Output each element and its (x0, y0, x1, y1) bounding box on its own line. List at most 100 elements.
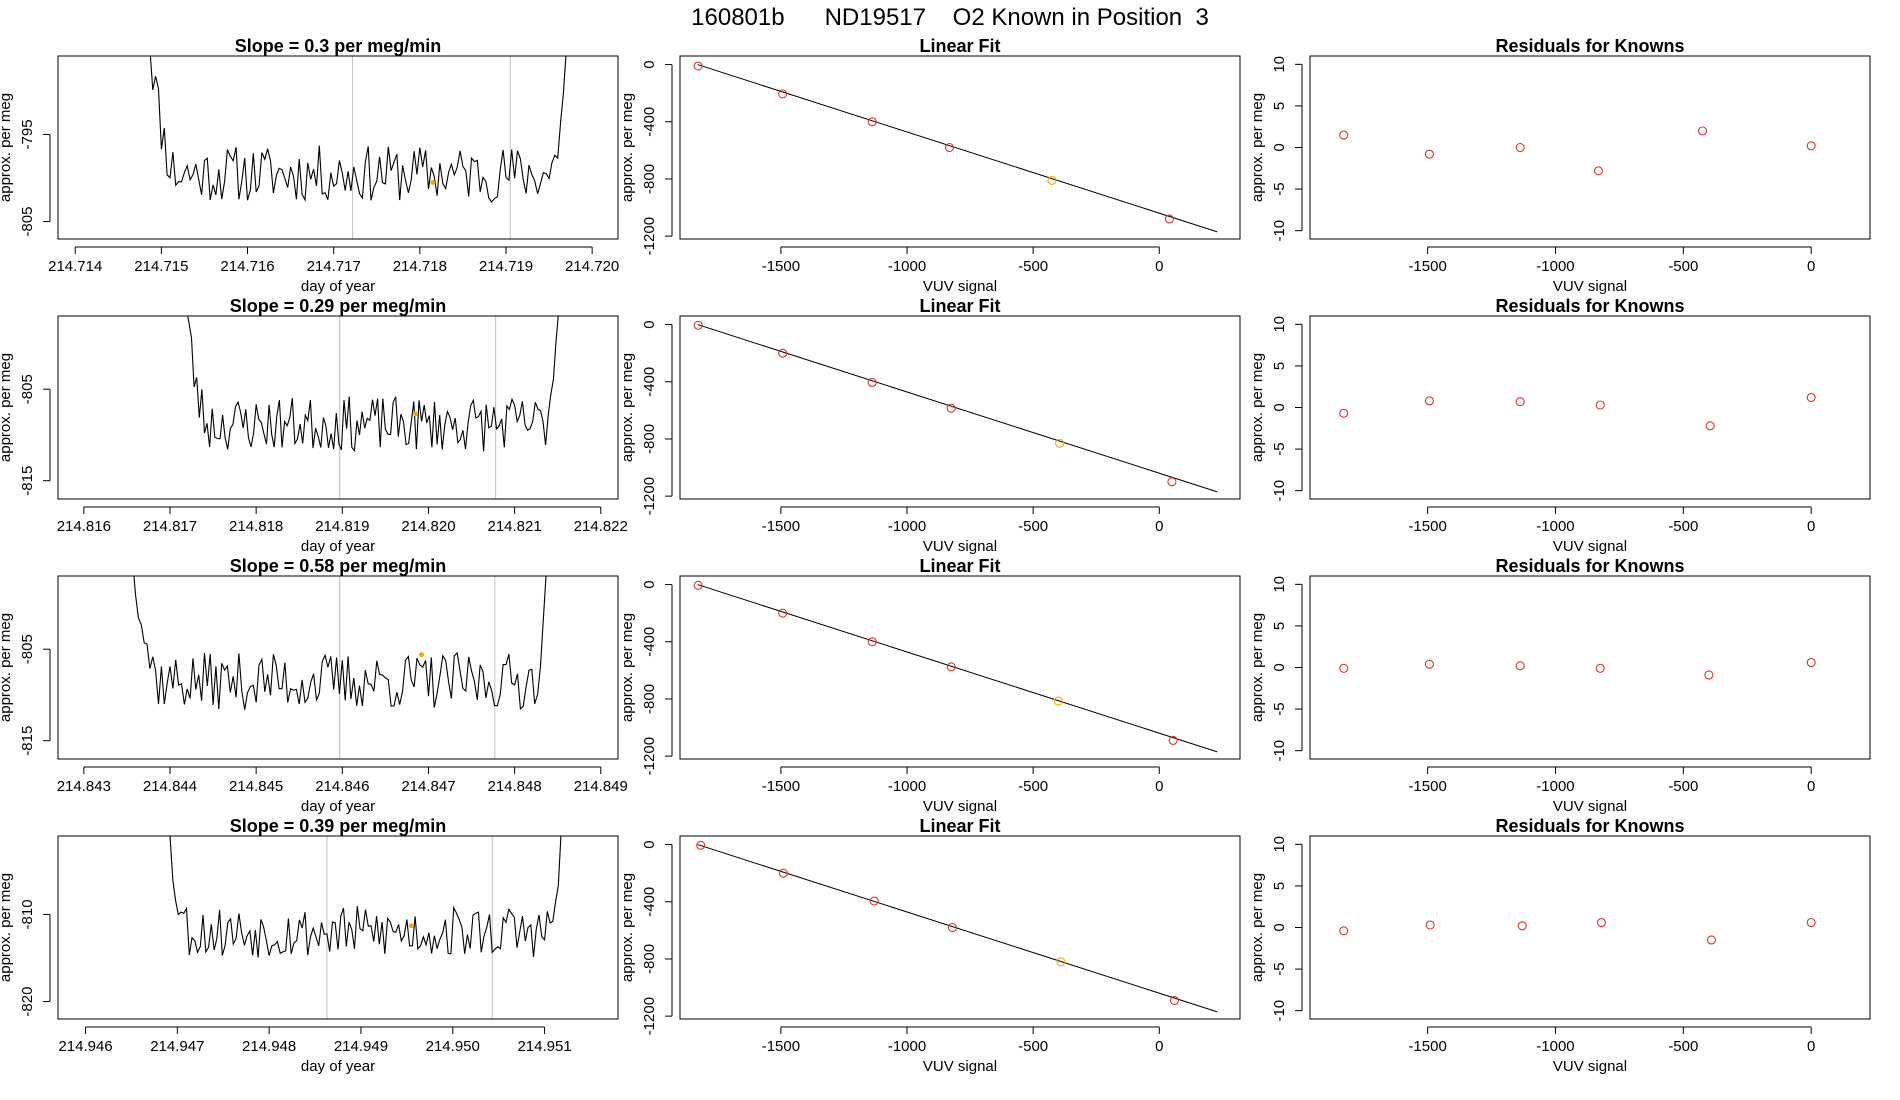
x-tick-label: -1500 (762, 518, 800, 535)
y-tick-label: 0 (1271, 923, 1288, 931)
data-trace (133, 576, 547, 710)
plot-frame (57, 835, 619, 1020)
panel-3-1: Slope = 0.58 per meg/min 214.843 214.844 21… (0, 556, 628, 815)
data-point (1595, 400, 1605, 410)
y-tick-label: 0 (1271, 663, 1288, 671)
x-tick-label: 0 (1155, 518, 1163, 535)
panel-4-3: Residuals for Knowns -1500 -1000 -500 0 VUV s… (1249, 816, 1871, 1075)
x-tick-label: 214.719 (479, 258, 533, 275)
y-tick-label: -805 (19, 634, 36, 664)
data-point (778, 348, 788, 358)
x-tick-label: -500 (1018, 778, 1048, 795)
data-point (778, 608, 788, 618)
plot-frame (57, 55, 619, 240)
y-axis-label: approx. per meg (1249, 93, 1266, 202)
plot-area (133, 576, 547, 759)
y-tick-label: 0 (641, 840, 658, 848)
plot-frame (1309, 55, 1871, 240)
y-axis-label: approx. per meg (0, 93, 14, 202)
y-tick-label: -5 (1271, 962, 1288, 975)
data-point (1806, 141, 1816, 151)
x-tick-label: 0 (1807, 258, 1815, 275)
x-tick-label: -1000 (1536, 518, 1574, 535)
plot-frame (679, 315, 1241, 500)
y-tick-label: -400 (641, 887, 658, 917)
y-axis-label: approx. per meg (619, 613, 636, 722)
panel-1-3: Residuals for Knowns -1500 -1000 -500 0 VUV s… (1249, 36, 1871, 295)
x-tick-label: 214.818 (229, 518, 283, 535)
y-tick-label: -815 (19, 466, 36, 496)
data-trace (149, 56, 567, 203)
data-point (1806, 392, 1816, 403)
data-point (778, 89, 788, 99)
panel-title: Residuals for Knowns (1495, 36, 1684, 56)
x-tick-label: -500 (1668, 258, 1698, 275)
plot-area (1339, 657, 1816, 680)
x-axis-label: VUV signal (923, 1058, 997, 1075)
x-tick-label: 214.949 (334, 1038, 388, 1055)
data-point (1806, 657, 1816, 668)
y-tick-label: -800 (641, 424, 658, 454)
y-tick-label: -1200 (641, 477, 658, 515)
y-axis-label: approx. per meg (619, 353, 636, 462)
y-axis-label: approx. per meg (0, 353, 14, 462)
x-axis-label: VUV signal (1553, 278, 1627, 295)
x-tick-label: 214.849 (574, 778, 628, 795)
plot-frame (679, 575, 1241, 760)
panel-title: Residuals for Knowns (1495, 816, 1684, 836)
y-axis-label: approx. per meg (619, 873, 636, 982)
data-point (1593, 166, 1603, 176)
data-point (1047, 175, 1057, 185)
y-tick-label: 10 (1271, 56, 1288, 73)
x-tick-label: 214.817 (143, 518, 197, 535)
data-point (693, 61, 703, 71)
fit-line (697, 64, 1218, 233)
data-point (1053, 696, 1063, 706)
x-tick-label: 214.717 (307, 258, 361, 275)
y-tick-label: 0 (641, 60, 658, 68)
data-point (693, 580, 703, 590)
data-point (867, 117, 877, 127)
y-tick-label: 0 (1271, 403, 1288, 411)
x-tick-label: -1000 (1536, 258, 1574, 275)
x-tick-label: -1500 (762, 778, 800, 795)
x-tick-label: 214.950 (426, 1038, 480, 1055)
plot-area (696, 840, 1218, 1013)
panel-1-1: Slope = 0.3 per meg/min 214.714 214.715 214… (0, 36, 619, 295)
y-axis-label: approx. per meg (1249, 613, 1266, 722)
data-point (1515, 661, 1525, 671)
y-tick-label: -400 (641, 627, 658, 657)
data-point (1424, 659, 1434, 669)
x-tick-label: 214.951 (517, 1038, 571, 1055)
y-tick-label: -820 (19, 987, 36, 1017)
data-point (1056, 957, 1066, 967)
panel-2-1: Slope = 0.29 per meg/min 214.816 214.817 21… (0, 296, 628, 555)
plot-frame (57, 575, 619, 760)
y-tick-label: -795 (19, 119, 36, 149)
panel-title: Linear Fit (919, 556, 1000, 576)
y-tick-label: 10 (1271, 836, 1288, 853)
data-point (867, 637, 877, 647)
panel-1-2: Linear Fit -1500 -1000 -500 0 VUV signal 0 -400… (619, 36, 1241, 295)
x-tick-label: 0 (1155, 258, 1163, 275)
plot-area (693, 320, 1218, 493)
data-point (1806, 917, 1816, 928)
data-point (1596, 917, 1607, 928)
y-axis-label: approx. per meg (0, 613, 14, 722)
x-axis-label: VUV signal (923, 278, 997, 295)
x-tick-label: -500 (1668, 1038, 1698, 1055)
y-tick-label: 10 (1271, 576, 1288, 593)
y-tick-label: -400 (641, 107, 658, 137)
plot-frame (57, 315, 619, 500)
y-tick-label: -800 (641, 944, 658, 974)
fit-line (697, 844, 1218, 1013)
x-tick-label: 214.843 (57, 778, 111, 795)
plot-frame (1309, 315, 1871, 500)
highlight-point (408, 923, 414, 929)
y-tick-label: -10 (1271, 220, 1288, 242)
y-tick-label: -5 (1271, 442, 1288, 455)
y-tick-label: -800 (641, 164, 658, 194)
y-axis-label: approx. per meg (1249, 353, 1266, 462)
highlight-point (419, 652, 425, 658)
